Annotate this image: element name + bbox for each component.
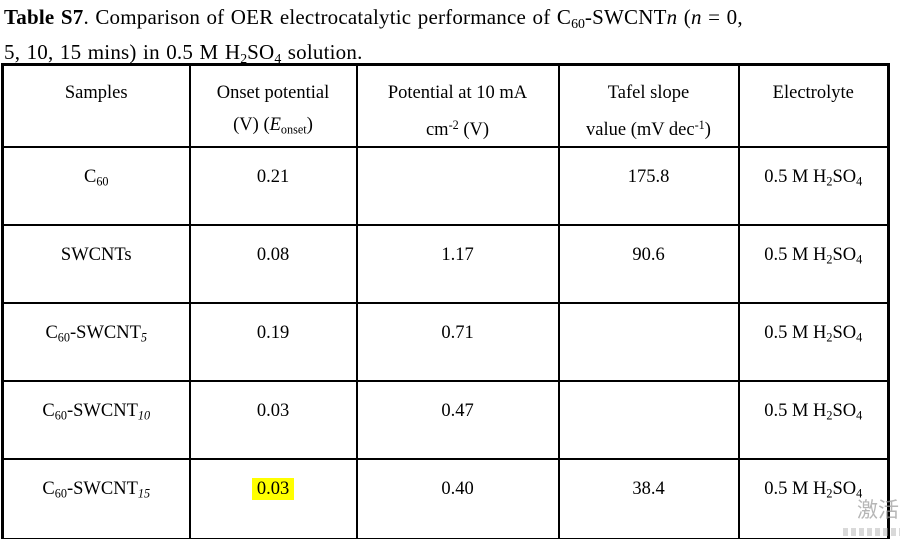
- cell-tafel: [557, 302, 740, 383]
- cell-electrolyte: 0.5 M H2SO4: [737, 146, 890, 227]
- cell-electrolyte: 0.5 M H2SO4: [737, 458, 890, 539]
- header-onset-potential: Onset potential (V) (Eonset): [188, 63, 358, 149]
- text-run-sub: 2: [826, 330, 833, 345]
- header-samples: Samples: [1, 63, 191, 149]
- text-run-sub: 2: [240, 51, 248, 67]
- cell-electrolyte: 0.5 M H2SO4: [737, 380, 890, 461]
- text-run-sub: 2: [826, 408, 833, 423]
- cell-tafel: 38.4: [557, 458, 740, 539]
- cell-electrolyte: 0.5 M H2SO4: [737, 302, 890, 383]
- text-run-sub: 4: [856, 252, 863, 267]
- text-run-sub: onset: [280, 122, 307, 137]
- table-row: C60-SWCNT15 0.03 0.40 38.4 0.5 M H2SO4: [1, 458, 890, 539]
- text-run-sup: -2: [448, 118, 459, 132]
- table-row: C60-SWCNT5 0.19 0.71 0.5 M H2SO4: [1, 302, 890, 383]
- text-run-sub: 2: [826, 174, 833, 189]
- text-run-i: E: [269, 115, 281, 135]
- performance-table: Samples Onset potential (V) (Eonset) Pote…: [1, 63, 890, 539]
- cell-tafel: 90.6: [557, 224, 740, 305]
- table-row: SWCNTs 0.08 1.17 90.6 0.5 M H2SO4: [1, 224, 890, 305]
- header-tafel-slope: Tafel slope value (mV dec-1): [557, 63, 740, 149]
- cell-sample: C60-SWCNT15: [1, 458, 191, 539]
- header-electrolyte: Electrolyte: [737, 63, 890, 149]
- table-row: C60 0.21 175.8 0.5 M H2SO4: [1, 146, 890, 227]
- cell-potential: 1.17: [355, 224, 560, 305]
- cell-potential: 0.71: [355, 302, 560, 383]
- cell-tafel: [557, 380, 740, 461]
- cell-potential: [355, 146, 560, 227]
- cell-sample: C60-SWCNT5: [1, 302, 191, 383]
- text-run-sub: 60: [54, 486, 67, 501]
- header-potential-at-10ma: Potential at 10 mA cm-2 (V): [355, 63, 560, 149]
- table-row: C60-SWCNT10 0.03 0.47 0.5 M H2SO4: [1, 380, 890, 461]
- activation-watermark: 激活: [857, 498, 899, 522]
- text-run-sub: 4: [856, 330, 863, 345]
- cell-tafel: 175.8: [557, 146, 740, 227]
- text-run-sub: 60: [96, 174, 109, 189]
- watermark-subline-smudge: [843, 528, 900, 536]
- text-run-sub: 4: [856, 174, 863, 189]
- table-caption: Table S7. Comparison of OER electrocatal…: [4, 5, 743, 67]
- text-run-sub: 4: [856, 408, 863, 423]
- text-run-i: n: [690, 5, 702, 29]
- text-run-i: n: [666, 5, 678, 29]
- text-run-b: Table S7: [4, 5, 84, 29]
- cell-onset: 0.21: [188, 146, 358, 227]
- cell-potential: 0.40: [355, 458, 560, 539]
- text-run-sup: -1: [694, 118, 705, 132]
- text-run-subi: 10: [137, 408, 151, 423]
- text-run-subi: 15: [137, 486, 151, 501]
- cell-sample: SWCNTs: [1, 224, 191, 305]
- text-run-sub: 4: [274, 51, 282, 67]
- header-row: Samples Onset potential (V) (Eonset) Pote…: [1, 63, 890, 149]
- cell-onset: 0.08: [188, 224, 358, 305]
- cell-onset: 0.19: [188, 302, 358, 383]
- text-run-sub: 2: [826, 486, 833, 501]
- cell-onset: 0.03: [188, 380, 358, 461]
- highlighted-value: 0.03: [251, 478, 295, 501]
- cell-electrolyte: 0.5 M H2SO4: [737, 224, 890, 305]
- cell-onset: 0.03: [188, 458, 358, 539]
- text-run-sub: 4: [856, 486, 863, 501]
- text-run-sub: 60: [57, 330, 70, 345]
- text-run-sub: 60: [571, 16, 585, 32]
- text-run-subi: 5: [140, 330, 148, 345]
- text-run-sub: 2: [826, 252, 833, 267]
- text-run-sub: 60: [54, 408, 67, 423]
- cell-potential: 0.47: [355, 380, 560, 461]
- cell-sample: C60: [1, 146, 191, 227]
- cell-sample: C60-SWCNT10: [1, 380, 191, 461]
